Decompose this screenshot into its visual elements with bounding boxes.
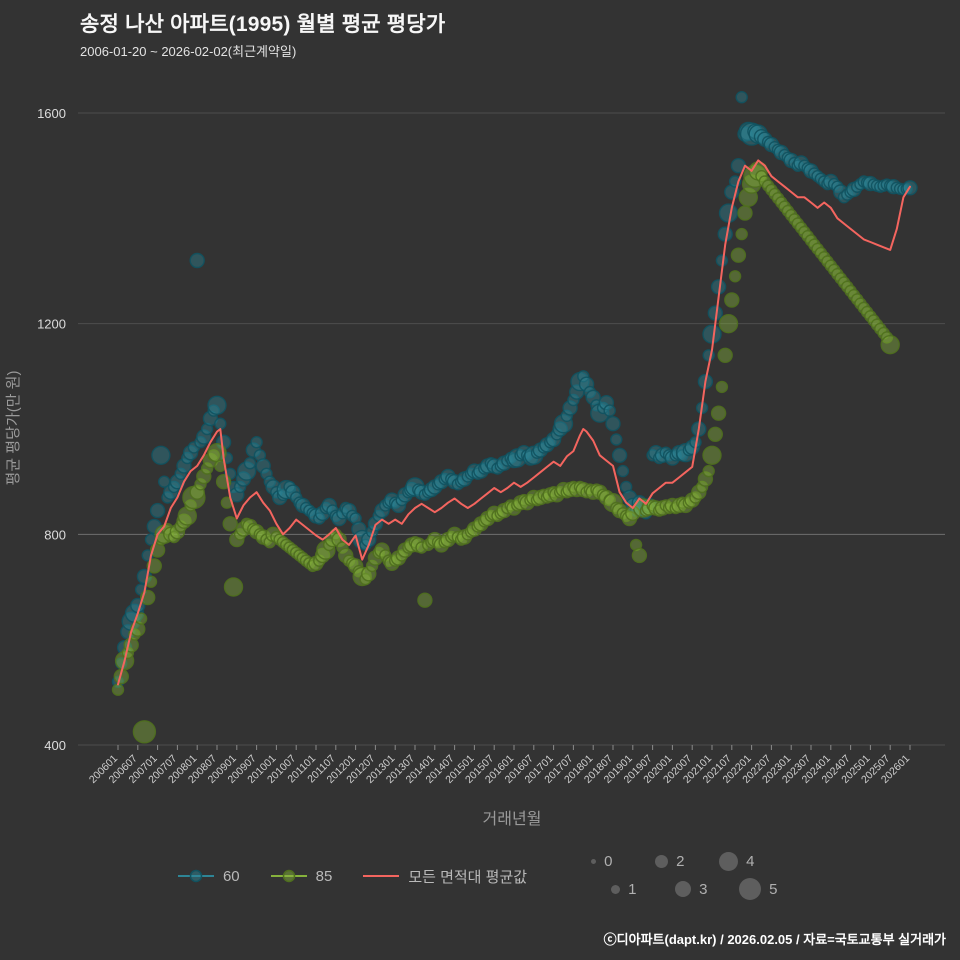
credit-footer: ⓒ디아파트(dapt.kr) / 2026.02.05 / 자료=국토교통부 실… [603, 932, 946, 947]
size-dot-2-icon [655, 855, 669, 868]
size-dot-3-icon [675, 881, 692, 897]
legend-series-85[interactable]: 85 [270, 867, 333, 885]
size-label-0: 0 [604, 853, 613, 870]
size-label-3: 3 [699, 880, 708, 898]
legend-series-average[interactable]: 모든 면적대 평균값 [362, 866, 527, 887]
size-dot-0-icon [591, 859, 597, 864]
size-dot-1-icon [611, 884, 621, 894]
size-legend-row-2: 1 3 5 [611, 878, 783, 900]
chart-legend: 60 85 모든 면적대 평균값 0 2 4 [0, 852, 960, 900]
size-label-1: 1 [628, 880, 637, 898]
svg-text:1600: 1600 [37, 106, 66, 121]
page-title: 송정 나산 아파트(1995) 월별 평균 평당가 [80, 13, 446, 36]
size-item-4: 4 [719, 852, 763, 871]
price-bubble-chart: 4008001200160020060120060720070120070720… [5, 90, 945, 828]
legend-series-85-label: 85 [315, 867, 333, 885]
size-dot-5-icon [739, 878, 762, 900]
average-line-icon [362, 869, 400, 883]
legend-series-60-label: 60 [222, 867, 240, 885]
size-item-3: 3 [675, 881, 719, 898]
size-label-2: 2 [676, 853, 685, 870]
size-item-2: 2 [655, 853, 699, 870]
legend-series-60[interactable]: 60 [177, 868, 240, 885]
size-item-1: 1 [611, 881, 655, 898]
series-60-marker-icon [177, 869, 215, 883]
bubble-size-legend: 0 2 4 1 3 [591, 852, 783, 900]
y-axis-label: 평균 평당가(만 원) [5, 371, 22, 486]
x-axis-label: 거래년월 [483, 810, 542, 828]
size-legend-row-1: 0 2 4 [591, 852, 783, 871]
svg-text:400: 400 [44, 738, 66, 753]
size-item-5: 5 [739, 878, 783, 900]
svg-text:800: 800 [44, 527, 66, 542]
size-dot-4-icon [719, 852, 739, 871]
size-item-0: 0 [591, 853, 635, 870]
series-85-marker-icon [270, 869, 308, 883]
size-label-5: 5 [769, 880, 778, 898]
legend-series-average-label: 모든 면적대 평균값 [408, 868, 528, 886]
page-subtitle: 2006-01-20 ~ 2026-02-02(최근계약일) [80, 44, 297, 59]
svg-text:1200: 1200 [37, 317, 66, 332]
size-label-4: 4 [746, 853, 755, 870]
